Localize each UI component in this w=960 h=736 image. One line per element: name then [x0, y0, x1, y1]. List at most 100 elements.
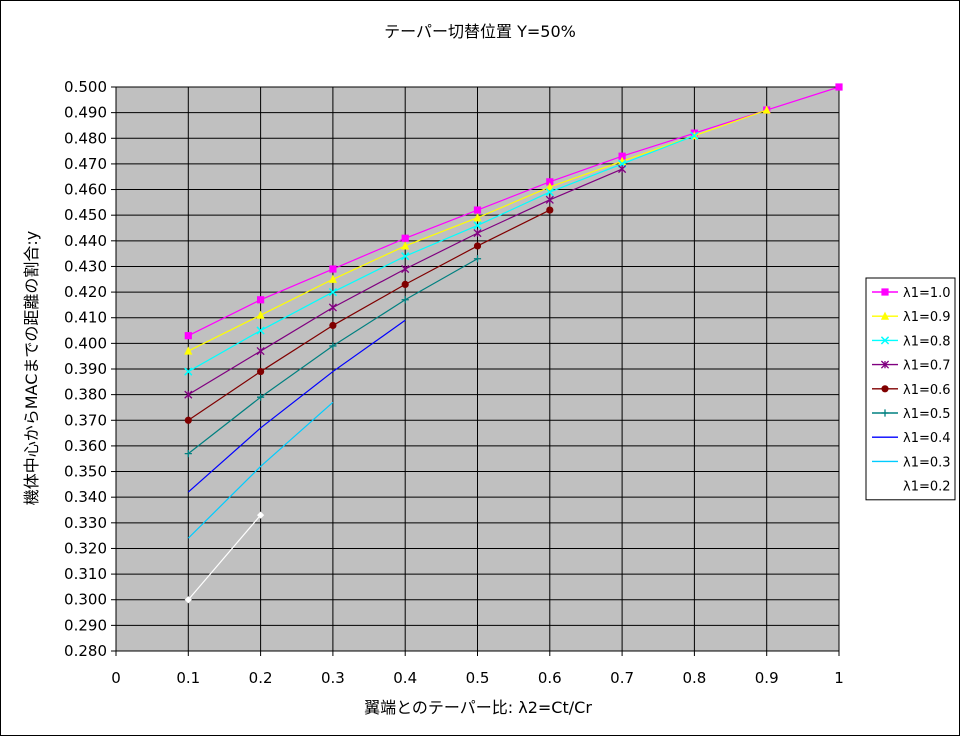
- y-tick-label: 0.380: [64, 386, 107, 404]
- legend: λ1=1.0 λ1=0.9 λ1=0.8 λ1=0.7 λ1=0.6 λ1=0.5 λ1=0…: [865, 277, 956, 501]
- y-tick-label: 0.370: [64, 411, 107, 429]
- data-point: [256, 310, 265, 319]
- legend-label: λ1=0.2: [903, 480, 951, 495]
- data-point: [256, 326, 265, 335]
- data-point: [546, 206, 554, 214]
- data-point: [184, 416, 192, 424]
- data-point: [328, 287, 338, 297]
- legend-marker: [880, 336, 890, 345]
- data-point: [690, 131, 699, 140]
- legend-item: λ1=0.3: [872, 455, 951, 470]
- series-line: [187, 514, 262, 601]
- data-point: [257, 296, 265, 304]
- data-point: [618, 152, 626, 160]
- legend-label: λ1=0.4: [903, 431, 951, 446]
- legend-label: λ1=0.8: [903, 334, 951, 349]
- legend-label: λ1=1.0: [903, 286, 951, 301]
- y-tick-label: 0.460: [64, 181, 107, 199]
- x-axis-label: 翼端とのテーパー比: λ2=Ct/Cr: [364, 698, 592, 717]
- y-tick-label: 0.480: [64, 129, 107, 147]
- y-tick-label: 0.280: [64, 642, 107, 660]
- data-point: [545, 195, 554, 204]
- y-tick-label: 0.420: [64, 283, 107, 301]
- series-4: [184, 206, 554, 424]
- data-point: [473, 229, 482, 238]
- data-point: [328, 303, 337, 312]
- data-point: [257, 367, 265, 376]
- legend-item: λ1=1.0: [872, 286, 951, 301]
- x-tick-label: 1: [834, 669, 844, 687]
- y-tick-label: 0.340: [64, 488, 107, 506]
- data-point: [328, 274, 337, 283]
- data-point: [473, 213, 482, 222]
- chart-title: テーパー切替位置 Y=50%: [384, 22, 576, 41]
- legend-marker: [881, 409, 889, 417]
- series-8: [184, 511, 265, 604]
- legend-marker: [880, 360, 890, 369]
- data-point: [546, 178, 554, 186]
- x-tick-label: 0.7: [610, 669, 634, 687]
- series-line: [188, 135, 695, 373]
- y-tick-label: 0.450: [64, 206, 107, 224]
- y-tick-label: 0.410: [64, 309, 107, 327]
- data-point: [329, 321, 337, 330]
- x-tick-label: 0.8: [682, 669, 706, 687]
- x-tick-label: 0.6: [538, 669, 562, 687]
- y-tick-label: 0.490: [64, 104, 107, 122]
- legend-marker: [881, 385, 889, 393]
- x-tick-label: 0.1: [176, 669, 200, 687]
- y-tick-label: 0.360: [64, 437, 107, 455]
- series-line: [187, 209, 551, 421]
- data-point: [762, 105, 771, 114]
- x-tick-label: 0.3: [321, 669, 345, 687]
- y-tick-label: 0.330: [64, 514, 107, 532]
- y-tick-label: 0.470: [64, 155, 107, 173]
- data-point: [401, 252, 410, 261]
- x-axis-ticks: 0 0.1 0.2 0.3 0.4 0.5 0.6 0.7 0.8 0.9 1: [111, 669, 844, 687]
- data-point: [401, 280, 409, 288]
- data-point: [184, 346, 193, 355]
- legend-item: λ1=0.8: [872, 334, 951, 349]
- x-tick-label: 0.9: [755, 669, 779, 687]
- data-point: [401, 241, 410, 250]
- series-0: [184, 83, 843, 340]
- x-tick-label: 0: [111, 669, 121, 687]
- y-tick-label: 0.320: [64, 539, 107, 557]
- legend-label: λ1=0.6: [903, 383, 951, 398]
- y-tick-label: 0.300: [64, 591, 107, 609]
- data-point: [618, 164, 627, 174]
- series-line: [188, 86, 840, 337]
- legend-item: λ1=0.5: [872, 407, 951, 422]
- data-point: [329, 265, 337, 273]
- series-7: [187, 401, 334, 539]
- data-point: [473, 221, 482, 230]
- data-point: [184, 450, 192, 458]
- legend-label: λ1=0.7: [903, 359, 951, 374]
- data-point: [184, 332, 192, 340]
- x-tick-label: 0.2: [249, 669, 273, 687]
- data-point: [329, 342, 337, 350]
- y-tick-label: 0.390: [64, 360, 107, 378]
- legend-marker: [881, 288, 889, 296]
- x-tick-label: 0.5: [466, 669, 490, 687]
- legend-item: λ1=0.2: [872, 480, 951, 495]
- legend-item: λ1=0.6: [872, 383, 951, 398]
- legend-marker: [880, 311, 890, 320]
- data-point: [473, 242, 482, 250]
- data-point: [184, 367, 193, 376]
- data-point: [473, 206, 482, 214]
- series-5: [184, 255, 482, 458]
- legend-label: λ1=0.5: [903, 407, 951, 422]
- y-tick-label: 0.440: [64, 232, 107, 250]
- y-tick-label: 0.290: [64, 616, 107, 634]
- grid-lines: [111, 86, 840, 656]
- y-tick-label: 0.500: [64, 78, 107, 96]
- data-point: [184, 390, 193, 399]
- data-point: [184, 596, 192, 604]
- data-point: [257, 393, 265, 401]
- data-point: [401, 264, 410, 274]
- series-2: [184, 131, 699, 376]
- y-tick-label: 0.310: [64, 565, 107, 583]
- series-layer: [184, 83, 843, 604]
